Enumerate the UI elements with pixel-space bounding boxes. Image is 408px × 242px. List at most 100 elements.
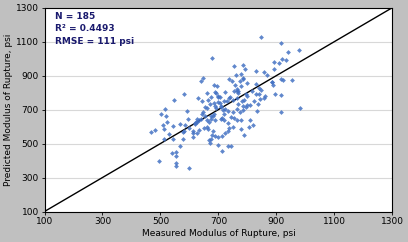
Point <box>253 82 259 86</box>
Point <box>219 116 226 120</box>
Text: N = 185
R² = 0.4493
RMSE = 111 psi: N = 185 R² = 0.4493 RMSE = 111 psi <box>55 12 134 46</box>
Point <box>182 123 188 127</box>
Point <box>206 142 213 145</box>
Point <box>258 36 264 39</box>
Point <box>240 63 246 67</box>
Point <box>193 120 199 124</box>
Point <box>257 97 263 101</box>
Point <box>191 122 198 126</box>
Point <box>197 117 204 121</box>
Point <box>185 117 191 121</box>
Point <box>160 123 166 127</box>
Point <box>190 131 197 135</box>
Point <box>195 96 201 100</box>
Point <box>235 102 241 106</box>
Point <box>162 107 168 111</box>
Point <box>243 92 249 96</box>
Point <box>269 80 275 84</box>
Point <box>247 103 253 107</box>
Point <box>192 121 199 125</box>
Point <box>233 89 240 93</box>
Point <box>208 137 215 141</box>
Point <box>211 118 218 122</box>
Point <box>215 94 222 98</box>
Point <box>280 78 286 82</box>
Point <box>239 99 245 103</box>
Point <box>180 137 186 141</box>
Point <box>239 77 246 81</box>
Point <box>221 113 227 116</box>
Point <box>226 77 233 81</box>
Point <box>218 149 225 153</box>
Point <box>231 89 237 93</box>
Point <box>180 130 186 134</box>
Point <box>261 70 267 74</box>
Point <box>204 106 210 110</box>
Point <box>200 126 207 130</box>
Point <box>166 132 173 136</box>
Point <box>230 98 237 102</box>
Point <box>186 126 193 129</box>
Point <box>212 135 218 138</box>
Point <box>215 135 221 139</box>
Point <box>231 116 237 120</box>
Point <box>278 41 285 45</box>
Point <box>218 104 224 108</box>
Point <box>194 120 200 123</box>
Point <box>212 91 219 95</box>
Point <box>156 159 162 163</box>
Point <box>193 131 200 135</box>
Point <box>190 129 197 133</box>
Point <box>170 124 176 128</box>
Point <box>261 96 268 100</box>
Point <box>279 57 286 61</box>
Point <box>277 110 284 114</box>
Point <box>173 165 180 168</box>
Point <box>268 81 275 84</box>
Point <box>222 131 228 135</box>
Point <box>296 48 302 52</box>
Point <box>218 106 224 109</box>
Point <box>157 113 164 116</box>
Point <box>231 65 237 68</box>
Point <box>256 86 263 90</box>
Point <box>215 100 221 104</box>
Point <box>243 82 250 85</box>
Point <box>202 105 208 109</box>
Point <box>234 118 241 122</box>
Point <box>152 128 159 132</box>
Point <box>283 58 290 62</box>
Point <box>238 84 244 88</box>
Point <box>204 118 210 122</box>
Point <box>222 107 228 111</box>
Point <box>220 108 226 112</box>
Point <box>227 95 233 99</box>
Point <box>199 112 205 116</box>
Point <box>222 90 228 94</box>
Point <box>227 144 234 148</box>
Point <box>237 79 244 83</box>
Point <box>238 72 244 76</box>
Point <box>296 106 303 110</box>
Point <box>207 117 214 121</box>
Point <box>243 105 250 109</box>
Point <box>262 94 268 98</box>
Point <box>288 78 295 82</box>
Point <box>184 109 190 113</box>
Point <box>217 117 224 121</box>
Point <box>251 99 257 103</box>
Point <box>185 166 192 170</box>
Point <box>240 108 246 112</box>
Point <box>208 114 215 118</box>
Point <box>212 105 218 108</box>
Point <box>173 154 180 158</box>
Point <box>237 127 244 131</box>
Point <box>235 89 241 93</box>
Point <box>224 109 231 113</box>
Point <box>214 84 220 88</box>
Point <box>181 129 188 133</box>
Point <box>253 69 259 73</box>
Point <box>253 92 259 96</box>
Point <box>233 73 239 76</box>
Point <box>241 133 248 136</box>
